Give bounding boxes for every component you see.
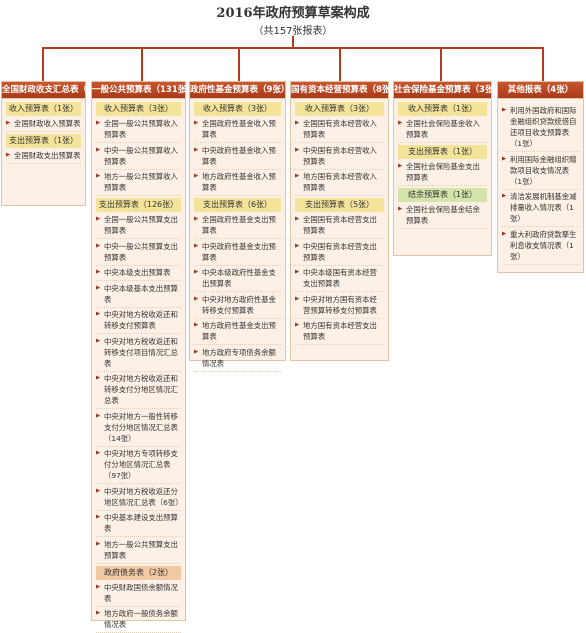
group: 收入预算表（1张） 全国社会保险基金收入预算表 支出预算表（1张） 全国社会保险… — [398, 102, 487, 229]
list-item: 利用外国政府和国际金融组织贷款统借自还项目收支预算表（1张） — [502, 105, 579, 152]
list-item: 全国一般公共预算支出预算表 — [96, 214, 181, 239]
group: 收入预算表（3张） 全国一般公共预算收入预算表 中央一般公共预算收入预算表 地方… — [96, 102, 183, 633]
group: 收入预算表（3张） 全国政府性基金收入预算表 中央政府性基金收入预算表 地方政府… — [194, 102, 281, 372]
list-item: 地方政府一般债务余额情况表 — [96, 608, 181, 633]
connector-drop-5 — [440, 47, 442, 81]
list-item: 全国社会保险基金支出预算表 — [398, 161, 487, 186]
list-item: 地方政府专项债务余额情况表 — [194, 347, 281, 372]
group: 利用外国政府和国际金融组织贷款统借自还项目收支预算表（1张） 利用国际金融组织赠… — [502, 105, 579, 265]
list-item: 全国社会保险基金结余预算表 — [398, 204, 487, 229]
list-item: 中央财政国债余额情况表 — [96, 582, 181, 607]
list-item: 重大利政府贷款孳生利息收支情况表（1张） — [502, 229, 579, 265]
section-label: 收入预算表（3张） — [295, 102, 384, 116]
section-label: 支出预算表（126张） — [96, 198, 181, 212]
list-item: 全国财政收入预算表 — [6, 118, 81, 132]
connector-drop-6 — [542, 47, 544, 81]
connector-drop-3 — [238, 47, 240, 81]
list-item: 地方国有资本经营支出预算表 — [295, 320, 384, 345]
list-item: 地方国有资本经营收入预算表 — [295, 171, 384, 196]
connector-drop-4 — [339, 47, 341, 81]
group: 收入预算表（1张） 全国财政收入预算表 支出预算表（1张） 全国财政支出预算表 — [6, 102, 81, 164]
list-item: 全国国有资本经营支出预算表 — [295, 214, 384, 239]
list-item: 全国一般公共预算收入预算表 — [96, 118, 181, 143]
list-item: 中央基本建设支出预算表 — [96, 512, 181, 537]
list-item: 中央对地方政府性基金转移支付预算表 — [194, 294, 281, 319]
list-item: 中央本级支出预算表 — [96, 267, 181, 281]
list-item: 地方政府性基金支出预算表 — [194, 320, 281, 345]
connector-bar — [42, 47, 544, 49]
list-item: 中央政府性基金收入预算表 — [194, 145, 281, 170]
column-social-insurance: 社会保险基金预算表（3张） 收入预算表（1张） 全国社会保险基金收入预算表 支出… — [393, 81, 502, 256]
section-label: 收入预算表（3张） — [96, 102, 181, 116]
list-item: 清洁发展机制基金减排量收入情况表（1张） — [502, 191, 579, 227]
list-item: 中央对地方税收返还和转移支付项目情况汇总表 — [96, 336, 181, 372]
list-item: 全国政府性基金收入预算表 — [194, 118, 281, 143]
list-item: 地方政府性基金收入预算表 — [194, 171, 281, 196]
connector-drop-2 — [141, 47, 143, 81]
list-item: 利用国际金融组织赠款项目收支情况表（1张） — [502, 154, 579, 190]
list-item: 全国社会保险基金收入预算表 — [398, 118, 487, 143]
section-label: 支出预算表（1张） — [6, 134, 81, 148]
list-item: 全国政府性基金支出预算表 — [194, 214, 281, 239]
list-item: 中央一般公共预算收入预算表 — [96, 145, 181, 170]
list-item: 地方一般公共预算支出预算表 — [96, 539, 181, 564]
section-label: 支出预算表（6张） — [194, 198, 281, 212]
list-item: 中央本级国有资本经营支出预算表 — [295, 267, 384, 292]
list-item: 中央对地方国有资本经营预算转移支付预算表 — [295, 294, 384, 319]
section-label: 收入预算表（1张） — [398, 102, 487, 116]
list-item: 中央对地方税收返还和转移支付预算表 — [96, 309, 181, 334]
group: 收入预算表（3张） 全国国有资本经营收入预算表 中央国有资本经营收入预算表 地方… — [295, 102, 384, 345]
section-label: 政府债务表（2张） — [96, 565, 181, 580]
list-item: 中央政府性基金支出预算表 — [194, 241, 281, 266]
list-item: 全国财政支出预算表 — [6, 150, 81, 164]
section-label: 收入预算表（3张） — [194, 102, 281, 116]
column-state-capital: 国有资本经营预算表（8张） 收入预算表（3张） 全国国有资本经营收入预算表 中央… — [290, 81, 399, 361]
list-item: 中央对地方一般性转移支付分地区情况汇总表（14张） — [96, 411, 181, 447]
section-label: 支出预算表（1张） — [398, 145, 487, 159]
diagram-subtitle: （共157张报表） — [253, 26, 333, 37]
list-item: 中央国有资本经营支出预算表 — [295, 241, 384, 266]
connector-stem — [292, 36, 294, 48]
section-label: 支出预算表（5张） — [295, 198, 384, 212]
column-header: 政府性基金预算表（9张） — [190, 82, 289, 99]
column-header: 社会保险基金预算表（3张） — [394, 82, 502, 99]
section-label: 收入预算表（1张） — [6, 102, 81, 116]
column-summary: 全国财政收支汇总表（2张） 收入预算表（1张） 全国财政收入预算表 支出预算表（… — [1, 81, 110, 206]
list-item: 中央本级基本支出预算表 — [96, 283, 181, 308]
list-item: 地方一般公共预算收入预算表 — [96, 171, 181, 196]
column-header: 全国财政收支汇总表（2张） — [2, 82, 110, 99]
column-header: 其他报表（4张） — [498, 82, 583, 99]
list-item: 中央国有资本经营收入预算表 — [295, 145, 384, 170]
list-item: 全国国有资本经营收入预算表 — [295, 118, 384, 143]
column-header: 一般公共预算表（131张） — [92, 82, 195, 99]
list-item: 中央对地方税收返还和转移支付分地区情况汇总表 — [96, 373, 181, 409]
diagram-title: 2016年政府预算草案构成 — [216, 6, 370, 21]
list-item: 中央对地方税收返还分地区情况汇总表（6张） — [96, 486, 183, 511]
list-item: 中央一般公共预算支出预算表 — [96, 241, 181, 266]
connector-drop-1 — [42, 47, 44, 81]
column-gov-fund: 政府性基金预算表（9张） 收入预算表（3张） 全国政府性基金收入预算表 中央政府… — [189, 81, 289, 372]
list-item: 中央对地方专项转移支付分地区情况汇总表（97张） — [96, 448, 181, 484]
column-header: 国有资本经营预算表（8张） — [291, 82, 399, 99]
column-other: 其他报表（4张） 利用外国政府和国际金融组织贷款统借自还项目收支预算表（1张） … — [497, 81, 584, 273]
list-item: 中央本级政府性基金支出预算表 — [194, 267, 281, 292]
section-label: 结余预算表（1张） — [398, 188, 487, 202]
column-general-budget: 一般公共预算表（131张） 收入预算表（3张） 全国一般公共预算收入预算表 中央… — [91, 81, 195, 633]
